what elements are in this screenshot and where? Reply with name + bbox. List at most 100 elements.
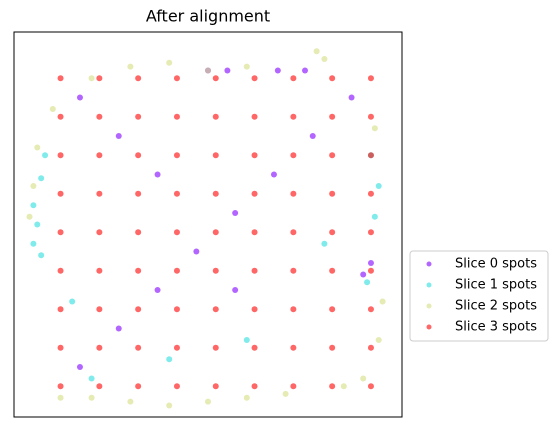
point: [212, 306, 219, 313]
point: [173, 383, 180, 390]
point: [57, 152, 64, 159]
point: [224, 67, 231, 74]
point: [375, 183, 382, 189]
point: [290, 152, 297, 159]
point: [96, 306, 103, 313]
point: [251, 113, 258, 120]
point: [212, 75, 219, 82]
point: [96, 152, 103, 159]
point: [135, 344, 142, 351]
point: [76, 94, 83, 101]
point: [251, 306, 258, 313]
point: [88, 375, 95, 382]
point: [135, 152, 142, 159]
point: [270, 171, 277, 178]
legend-box: [409, 250, 549, 342]
point: [290, 383, 297, 390]
legend-label: Slice 0 spots: [455, 257, 537, 272]
point: [34, 144, 41, 151]
legend-label: Slice 3 spots: [455, 320, 537, 335]
point: [290, 267, 297, 274]
point: [290, 306, 297, 313]
point: [375, 337, 382, 343]
point: [251, 229, 258, 236]
point: [88, 75, 95, 82]
point: [232, 209, 239, 216]
point: [127, 63, 134, 70]
point: [371, 213, 378, 220]
point: [205, 398, 211, 405]
point: [154, 171, 161, 178]
point: [340, 383, 347, 390]
point: [42, 152, 49, 159]
point: [329, 344, 336, 351]
point: [115, 132, 122, 139]
legend-marker: [426, 261, 432, 267]
legend-marker: [426, 282, 432, 288]
point: [212, 267, 219, 274]
point: [173, 229, 180, 236]
point: [127, 398, 134, 405]
point: [173, 113, 180, 120]
point: [96, 267, 103, 274]
point: [135, 113, 142, 120]
point: [360, 375, 367, 382]
point: [205, 67, 211, 74]
point: [212, 113, 219, 120]
point: [282, 390, 289, 397]
point: [135, 229, 142, 236]
point: [329, 229, 336, 236]
point: [367, 267, 374, 274]
point: [329, 152, 336, 159]
point: [313, 48, 320, 55]
point: [274, 67, 281, 74]
point: [364, 279, 371, 286]
point: [212, 344, 219, 351]
point: [69, 298, 76, 305]
point: [367, 383, 374, 390]
point: [57, 190, 64, 197]
point: [212, 383, 219, 390]
point: [290, 75, 297, 82]
point: [135, 190, 142, 197]
point: [251, 344, 258, 351]
point: [290, 190, 297, 197]
point: [166, 356, 173, 363]
point: [57, 383, 64, 390]
point: [193, 248, 200, 255]
point: [135, 383, 142, 390]
point: [302, 67, 308, 74]
point: [329, 306, 336, 313]
point: [96, 113, 103, 120]
point: [251, 75, 258, 82]
point: [251, 383, 258, 390]
point: [321, 240, 328, 247]
point: [367, 113, 374, 120]
point: [57, 306, 64, 313]
point: [321, 55, 328, 62]
point: [367, 306, 374, 313]
point: [251, 190, 258, 197]
point: [96, 190, 103, 197]
legend-label: Slice 2 spots: [455, 299, 537, 314]
point: [243, 394, 250, 401]
point: [329, 75, 336, 82]
point: [76, 363, 83, 370]
point: [367, 229, 374, 236]
point: [96, 383, 103, 390]
point: [57, 267, 64, 274]
point: [96, 344, 103, 351]
point: [290, 229, 297, 236]
chart-title: After alignment: [146, 7, 270, 26]
plot-frame: [13, 31, 403, 418]
point: [243, 63, 250, 70]
point: [251, 267, 258, 274]
point: [173, 190, 180, 197]
point: [57, 394, 64, 401]
point: [96, 75, 103, 82]
point: [367, 190, 374, 197]
point: [360, 271, 367, 278]
point: [135, 75, 142, 82]
point: [329, 113, 336, 120]
